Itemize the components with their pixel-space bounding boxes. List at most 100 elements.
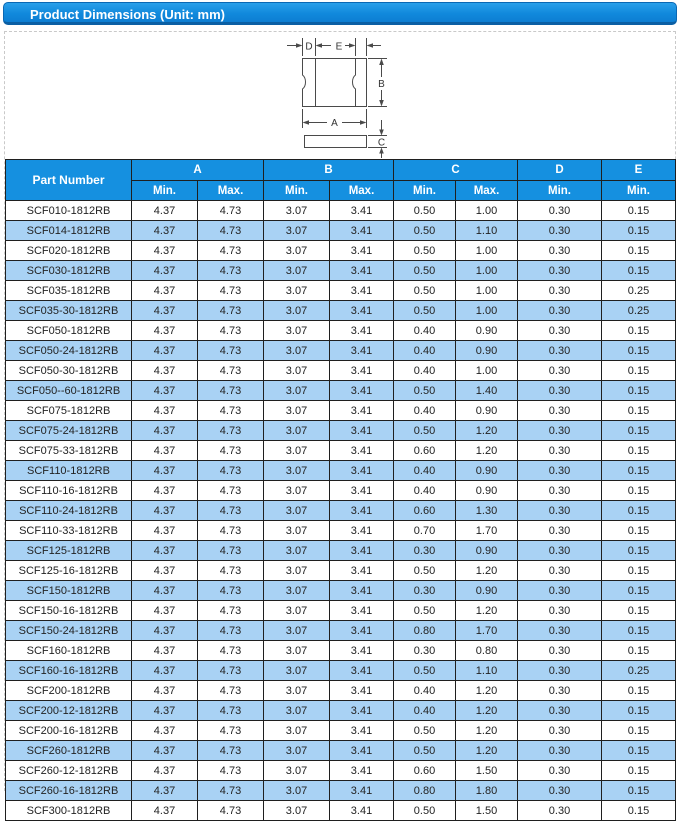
dimension-value-cell: 4.73 [197,560,264,581]
dimension-value-cell: 0.30 [517,260,602,281]
dimension-value-cell: 4.37 [131,640,198,661]
table-row: SCF014-1812RB 4.37 4.73 3.07 3.41 0.50 1.10 0.3… [5,220,676,241]
dimension-value-cell: 3.41 [329,620,394,641]
dimension-value-cell: 0.50 [393,660,456,681]
dimension-value-cell: 3.07 [263,380,330,401]
dimension-value-cell: 0.15 [601,700,676,721]
dimension-value-cell: 0.40 [393,400,456,421]
dimension-value-cell: 3.41 [329,360,394,381]
dimension-value-cell: 0.15 [601,680,676,701]
dimension-value-cell: 0.15 [601,360,676,381]
dimension-value-cell: 0.30 [393,540,456,561]
table-row: SCF200-12-1812RB 4.37 4.73 3.07 3.41 0.40 1.20… [5,700,676,721]
dimension-value-cell: 0.30 [517,360,602,381]
dimension-value-cell: 0.50 [393,420,456,441]
dimension-value-cell: 4.73 [197,540,264,561]
dimension-value-cell: 3.07 [263,700,330,721]
dimension-value-cell: 1.80 [455,780,518,801]
dimension-value-cell: 0.50 [393,800,456,821]
dimension-value-cell: 0.50 [393,280,456,301]
table-row: SCF110-33-1812RB 4.37 4.73 3.07 3.41 0.70 1.70… [5,520,676,541]
table-row: SCF035-30-1812RB 4.37 4.73 3.07 3.41 0.50 1.00… [5,300,676,321]
dimension-value-cell: 0.15 [601,600,676,621]
part-number-cell: SCF110-24-1812RB [5,500,132,521]
dimension-value-cell: 3.41 [329,740,394,761]
a-arrow-right [360,120,367,125]
dimension-value-cell: 4.73 [197,780,264,801]
dimension-value-cell: 4.73 [197,600,264,621]
dimension-value-cell: 4.37 [131,700,198,721]
dimension-value-cell: 0.30 [517,580,602,601]
dimension-value-cell: 0.50 [393,240,456,261]
dim-label-e: E [336,42,343,53]
dimension-value-cell: 0.80 [393,620,456,641]
dimension-value-cell: 0.15 [601,780,676,801]
table-row: SCF260-12-1812RB 4.37 4.73 3.07 3.41 0.60 1.50… [5,760,676,781]
table-row: SCF200-1812RB 4.37 4.73 3.07 3.41 0.40 1.20 0.3… [5,680,676,701]
part-number-cell: SCF020-1812RB [5,240,132,261]
dimension-value-cell: 3.07 [263,780,330,801]
col-group-c: C [393,159,518,181]
dimension-value-cell: 3.07 [263,320,330,341]
table-row: SCF050-1812RB 4.37 4.73 3.07 3.41 0.40 0.90 0.3… [5,320,676,341]
dimension-value-cell: 0.15 [601,340,676,361]
dimension-value-cell: 3.07 [263,360,330,381]
dimension-value-cell: 0.15 [601,460,676,481]
dimension-value-cell: 0.80 [393,780,456,801]
dimension-value-cell: 4.37 [131,240,198,261]
table-row: SCF150-16-1812RB 4.37 4.73 3.07 3.41 0.50 1.20… [5,600,676,621]
table-row: SCF110-24-1812RB 4.37 4.73 3.07 3.41 0.60 1.30… [5,500,676,521]
dimension-value-cell: 3.07 [263,720,330,741]
dimension-value-cell: 4.37 [131,400,198,421]
dimension-value-cell: 4.37 [131,320,198,341]
dimension-value-cell: 3.41 [329,580,394,601]
dimension-value-cell: 4.37 [131,460,198,481]
dimension-value-cell: 0.30 [517,500,602,521]
dimension-value-cell: 3.41 [329,260,394,281]
dimension-value-cell: 0.90 [455,480,518,501]
col-subheader-c-max: Max. [455,180,518,201]
right-terminal-line [352,58,356,107]
dimension-value-cell: 0.50 [393,600,456,621]
dimension-value-cell: 1.20 [455,720,518,741]
dimension-value-cell: 4.37 [131,480,198,501]
table-row: SCF075-33-1812RB 4.37 4.73 3.07 3.41 0.60 1.20… [5,440,676,461]
table-row: SCF020-1812RB 4.37 4.73 3.07 3.41 0.50 1.00 0.3… [5,240,676,261]
part-number-cell: SCF030-1812RB [5,260,132,281]
dimension-value-cell: 0.15 [601,540,676,561]
dimension-value-cell: 4.37 [131,580,198,601]
dimension-value-cell: 0.15 [601,580,676,601]
table-row: SCF150-1812RB 4.37 4.73 3.07 3.41 0.30 0.90 0.3… [5,580,676,601]
dimension-value-cell: 3.41 [329,280,394,301]
col-subheader-e-min: Min. [601,180,676,201]
dimension-value-cell: 3.07 [263,420,330,441]
dimension-value-cell: 0.30 [517,720,602,741]
dimension-value-cell: 3.07 [263,680,330,701]
dimension-value-cell: 0.30 [517,420,602,441]
dimension-value-cell: 3.07 [263,220,330,241]
dimension-value-cell: 0.15 [601,260,676,281]
table-row: SCF200-16-1812RB 4.37 4.73 3.07 3.41 0.50 1.20… [5,720,676,741]
part-number-cell: SCF200-12-1812RB [5,700,132,721]
dimension-value-cell: 4.73 [197,380,264,401]
dimension-value-cell: 3.07 [263,480,330,501]
part-number-cell: SCF300-1812RB [5,800,132,821]
dimension-value-cell: 0.15 [601,560,676,581]
dimension-value-cell: 4.37 [131,560,198,581]
dimension-value-cell: 1.70 [455,520,518,541]
dimension-value-cell: 4.73 [197,720,264,741]
dimension-value-cell: 0.40 [393,700,456,721]
dimension-value-cell: 4.37 [131,220,198,241]
dimension-value-cell: 0.15 [601,620,676,641]
dimension-value-cell: 3.41 [329,240,394,261]
col-group-b: B [263,159,394,181]
part-number-cell: SCF260-12-1812RB [5,760,132,781]
col-group-d: D [517,159,602,181]
dimension-value-cell: 0.30 [517,300,602,321]
table-row: SCF050-30-1812RB 4.37 4.73 3.07 3.41 0.40 1.00… [5,360,676,381]
part-number-cell: SCF075-24-1812RB [5,420,132,441]
b-arrow-bottom [379,100,384,107]
dimension-value-cell: 0.50 [393,300,456,321]
col-subheader-b-min: Min. [263,180,330,201]
part-number-cell: SCF200-16-1812RB [5,720,132,741]
